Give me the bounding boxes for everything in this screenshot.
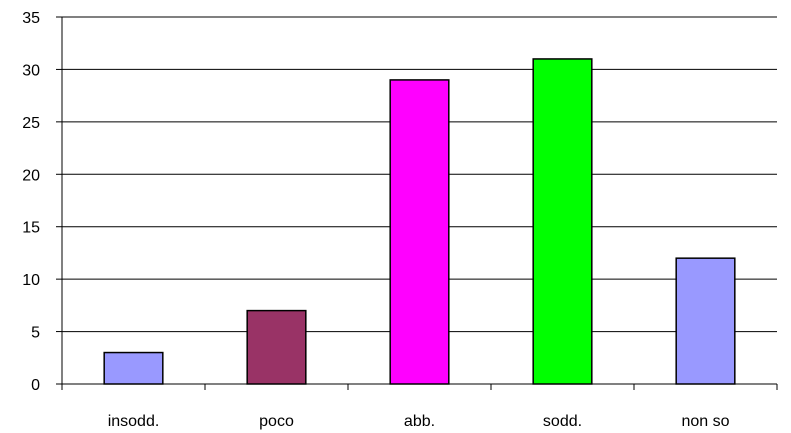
y-tick-label: 20 <box>22 167 40 184</box>
x-category-label: insodd. <box>108 413 160 430</box>
x-category-label: poco <box>259 413 294 430</box>
y-tick-label: 15 <box>22 220 40 237</box>
bar-non-so <box>675 257 736 385</box>
x-category-label: sodd. <box>543 413 582 430</box>
bars <box>103 58 736 385</box>
y-tick-label: 25 <box>22 115 40 132</box>
y-ticks: 0 5 10 15 20 25 30 35 <box>22 10 62 394</box>
y-tick-label: 0 <box>31 377 40 394</box>
bar-insodd <box>103 351 164 385</box>
bar-sodd <box>532 58 593 385</box>
y-tick-label: 5 <box>31 325 40 342</box>
x-category-label: non so <box>681 413 729 430</box>
y-tick-label: 30 <box>22 62 40 79</box>
y-tick-label: 10 <box>22 272 40 289</box>
bar-abb <box>389 79 450 385</box>
x-category-label: abb. <box>404 413 435 430</box>
y-tick-label: 35 <box>22 10 40 27</box>
x-ticks: insodd. poco abb. sodd. non so <box>61 384 778 430</box>
bar-poco <box>246 309 307 385</box>
